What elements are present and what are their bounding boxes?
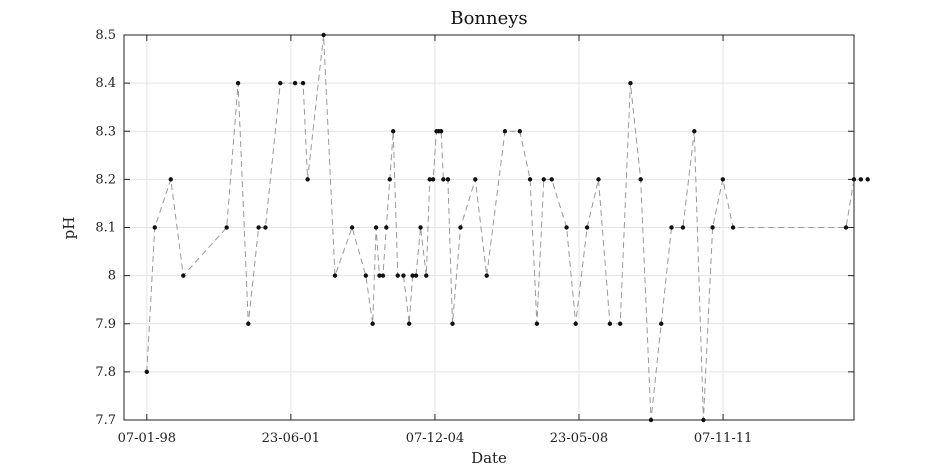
data-point [851, 177, 857, 182]
data-point [564, 225, 569, 230]
data-point [628, 80, 633, 86]
data-point [152, 225, 157, 230]
grid [124, 34, 854, 421]
data-point [377, 273, 382, 278]
data-point [430, 177, 436, 182]
chart-title: Bonneys [450, 8, 527, 29]
data-point [473, 177, 478, 182]
data-point [246, 321, 251, 326]
data-point [710, 225, 715, 230]
data-point [617, 321, 623, 326]
data-point [730, 225, 736, 230]
x-tick-label: 07-11-11 [694, 431, 752, 446]
data-point [584, 225, 590, 230]
data-point [701, 417, 706, 423]
data-point [387, 177, 392, 182]
data-point [502, 129, 508, 134]
data-point [680, 225, 686, 230]
data-point [413, 273, 419, 278]
data-point [380, 273, 386, 278]
x-tick-label: 07-12-04 [406, 431, 464, 446]
data-point [321, 32, 326, 38]
data-point [669, 225, 674, 230]
data-point [384, 225, 389, 230]
data-point [659, 321, 664, 326]
data-point [373, 225, 379, 230]
data-point [517, 129, 522, 134]
y-tick-label: 8.2 [95, 172, 116, 187]
data-point [549, 177, 554, 182]
data-point [406, 321, 412, 326]
y-axis: 7.7 7.8 7.9 8 8.1 8.2 8.3 8.4 8.5 [95, 28, 854, 428]
data-point [305, 177, 310, 182]
data-point [458, 225, 463, 230]
data-point [534, 321, 540, 326]
x-tick-label: 07-01-98 [118, 431, 176, 446]
y-tick-label: 7.7 [95, 413, 116, 428]
y-tick-label: 8 [108, 269, 116, 284]
data-point [541, 177, 546, 182]
data-point [573, 321, 578, 326]
data-point [427, 177, 432, 182]
data-point [424, 273, 429, 278]
data-point [648, 417, 654, 423]
data-point [843, 225, 849, 230]
data-point [865, 177, 870, 182]
data-point [332, 273, 338, 278]
data-point [401, 273, 406, 278]
data-point [390, 129, 396, 134]
x-tick-label: 23-05-08 [550, 431, 608, 446]
data-point [527, 177, 533, 182]
data-point [181, 273, 186, 278]
y-tick-label: 8.5 [95, 28, 116, 43]
data-point [638, 177, 643, 182]
data-point [144, 369, 150, 375]
y-axis-label: pH [60, 217, 78, 240]
data-point [720, 177, 726, 182]
series-points [144, 32, 870, 423]
data-point [263, 225, 268, 230]
data-point [349, 225, 355, 230]
y-tick-label: 8.3 [95, 124, 116, 139]
data-point [438, 129, 444, 134]
x-axis: 07-01-98 23-06-01 07-12-04 23-05-08 07-11-11 [118, 35, 752, 446]
data-point [596, 177, 601, 182]
x-axis-label: Date [471, 449, 507, 467]
data-point [168, 177, 173, 182]
data-point [418, 225, 423, 230]
y-tick-label: 8.4 [95, 76, 116, 91]
data-point [858, 177, 864, 182]
data-point [410, 273, 415, 278]
data-point [256, 225, 261, 230]
data-point [484, 273, 489, 278]
data-point [395, 273, 400, 278]
data-point [450, 321, 455, 326]
data-point [370, 321, 375, 326]
data-point [445, 177, 451, 182]
data-point [692, 129, 697, 134]
data-point [235, 80, 241, 86]
y-tick-label: 7.9 [95, 317, 116, 332]
data-point [292, 80, 298, 86]
data-point [300, 80, 306, 86]
data-point [224, 225, 229, 230]
data-point [441, 177, 446, 182]
data-point [607, 321, 613, 326]
data-point [363, 273, 369, 278]
data-point [278, 80, 283, 86]
x-tick-label: 23-06-01 [262, 431, 320, 446]
y-tick-label: 8.1 [95, 221, 116, 236]
y-tick-label: 7.8 [95, 365, 116, 380]
